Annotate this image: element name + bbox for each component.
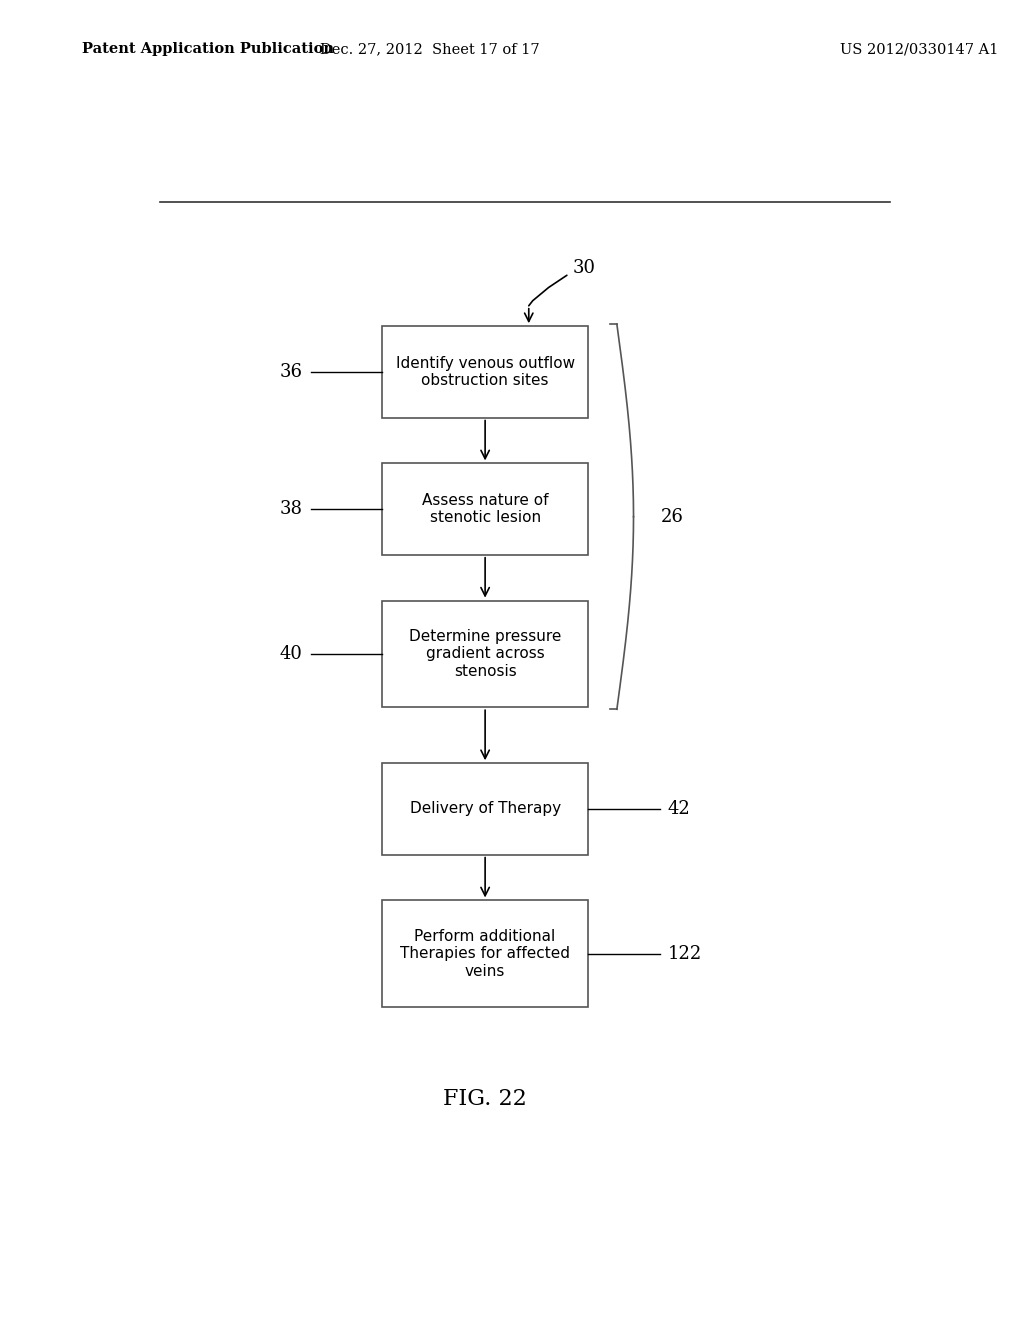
Text: 36: 36 [280, 363, 303, 381]
Text: 38: 38 [280, 500, 303, 517]
Text: 40: 40 [280, 645, 303, 663]
Text: Identify venous outflow
obstruction sites: Identify venous outflow obstruction site… [395, 355, 574, 388]
Text: 122: 122 [668, 945, 701, 962]
FancyBboxPatch shape [382, 463, 588, 554]
Text: Delivery of Therapy: Delivery of Therapy [410, 801, 561, 816]
FancyBboxPatch shape [382, 326, 588, 417]
Text: Determine pressure
gradient across
stenosis: Determine pressure gradient across steno… [409, 630, 561, 678]
Text: 26: 26 [662, 508, 684, 525]
Text: Patent Application Publication: Patent Application Publication [82, 42, 334, 57]
Text: Dec. 27, 2012  Sheet 17 of 17: Dec. 27, 2012 Sheet 17 of 17 [321, 42, 540, 57]
FancyBboxPatch shape [382, 900, 588, 1007]
Text: FIG. 22: FIG. 22 [443, 1088, 527, 1110]
FancyBboxPatch shape [382, 763, 588, 854]
Text: Assess nature of
stenotic lesion: Assess nature of stenotic lesion [422, 492, 549, 525]
Text: US 2012/0330147 A1: US 2012/0330147 A1 [840, 42, 998, 57]
Text: 30: 30 [572, 259, 595, 277]
Text: Perform additional
Therapies for affected
veins: Perform additional Therapies for affecte… [400, 929, 570, 978]
FancyBboxPatch shape [382, 601, 588, 708]
Text: 42: 42 [668, 800, 690, 818]
